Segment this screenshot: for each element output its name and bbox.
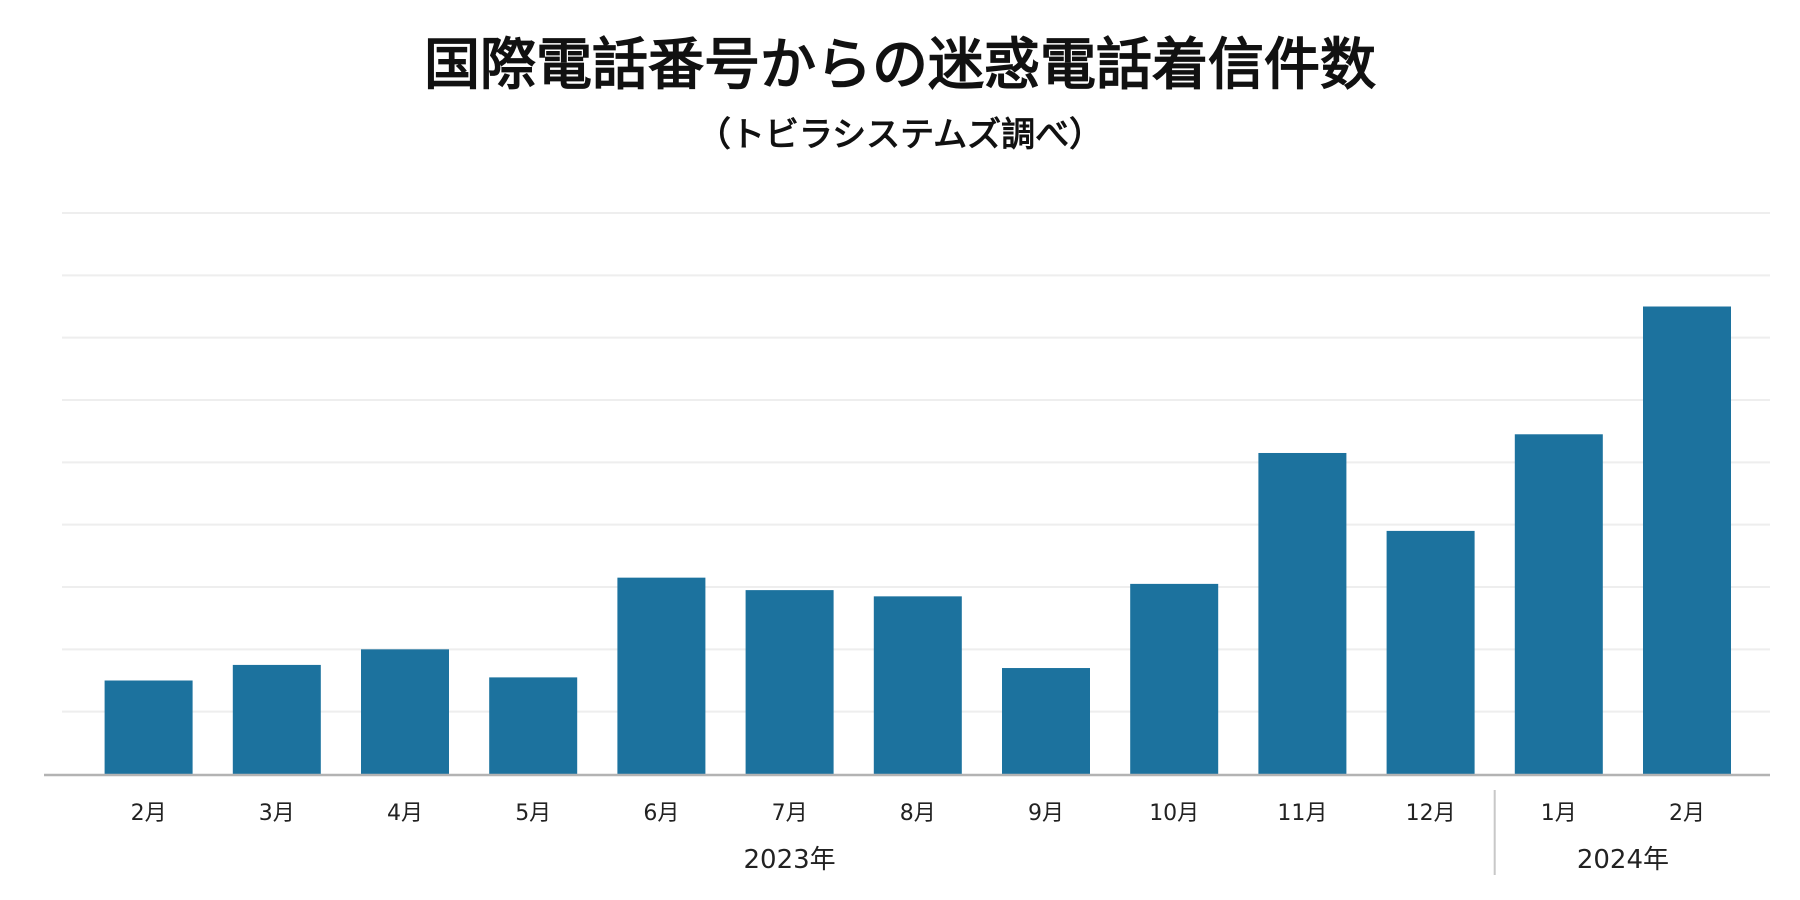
bar (232, 664, 321, 774)
bar (104, 680, 193, 774)
bar (1130, 583, 1219, 774)
bar (1514, 434, 1603, 774)
year-groups: 2023年 2024年 (744, 790, 1669, 875)
chart-subtitle: （トビラシステムズ調べ） (696, 115, 1104, 155)
x-tick-label: 1月 (1541, 801, 1577, 826)
x-tick-label: 8月 (900, 801, 936, 826)
bar (617, 577, 706, 774)
x-tick-label: 12月 (1406, 801, 1456, 826)
x-tick-label: 5月 (515, 801, 551, 826)
x-tick-label: 3月 (259, 801, 295, 826)
bar (361, 649, 449, 774)
x-tick-label: 11月 (1277, 801, 1327, 826)
year-group-label: 2024年 (1577, 845, 1669, 875)
year-group-label: 2023年 (744, 845, 836, 875)
bar (489, 677, 578, 774)
grid-lines (62, 212, 1770, 713)
bars (104, 306, 1731, 774)
bar (745, 590, 834, 774)
x-tick-labels: 2月 3月 4月 5月 6月 7月 8月 9月 10月 11月 12月 1月 2月 (131, 801, 1705, 826)
x-tick-label: 9月 (1028, 801, 1064, 826)
bar (873, 596, 962, 774)
bar (1002, 668, 1090, 774)
bar (1643, 306, 1731, 774)
bar (1258, 452, 1347, 774)
chart-title: 国際電話番号からの迷惑電話着信件数 (424, 33, 1376, 98)
x-tick-label: 2月 (1669, 801, 1705, 826)
x-tick-label: 10月 (1149, 801, 1199, 826)
bar (1386, 530, 1475, 774)
x-tick-label: 4月 (387, 801, 423, 826)
x-tick-label: 2月 (131, 801, 167, 826)
x-tick-label: 6月 (643, 801, 679, 826)
x-tick-label: 7月 (772, 801, 808, 826)
